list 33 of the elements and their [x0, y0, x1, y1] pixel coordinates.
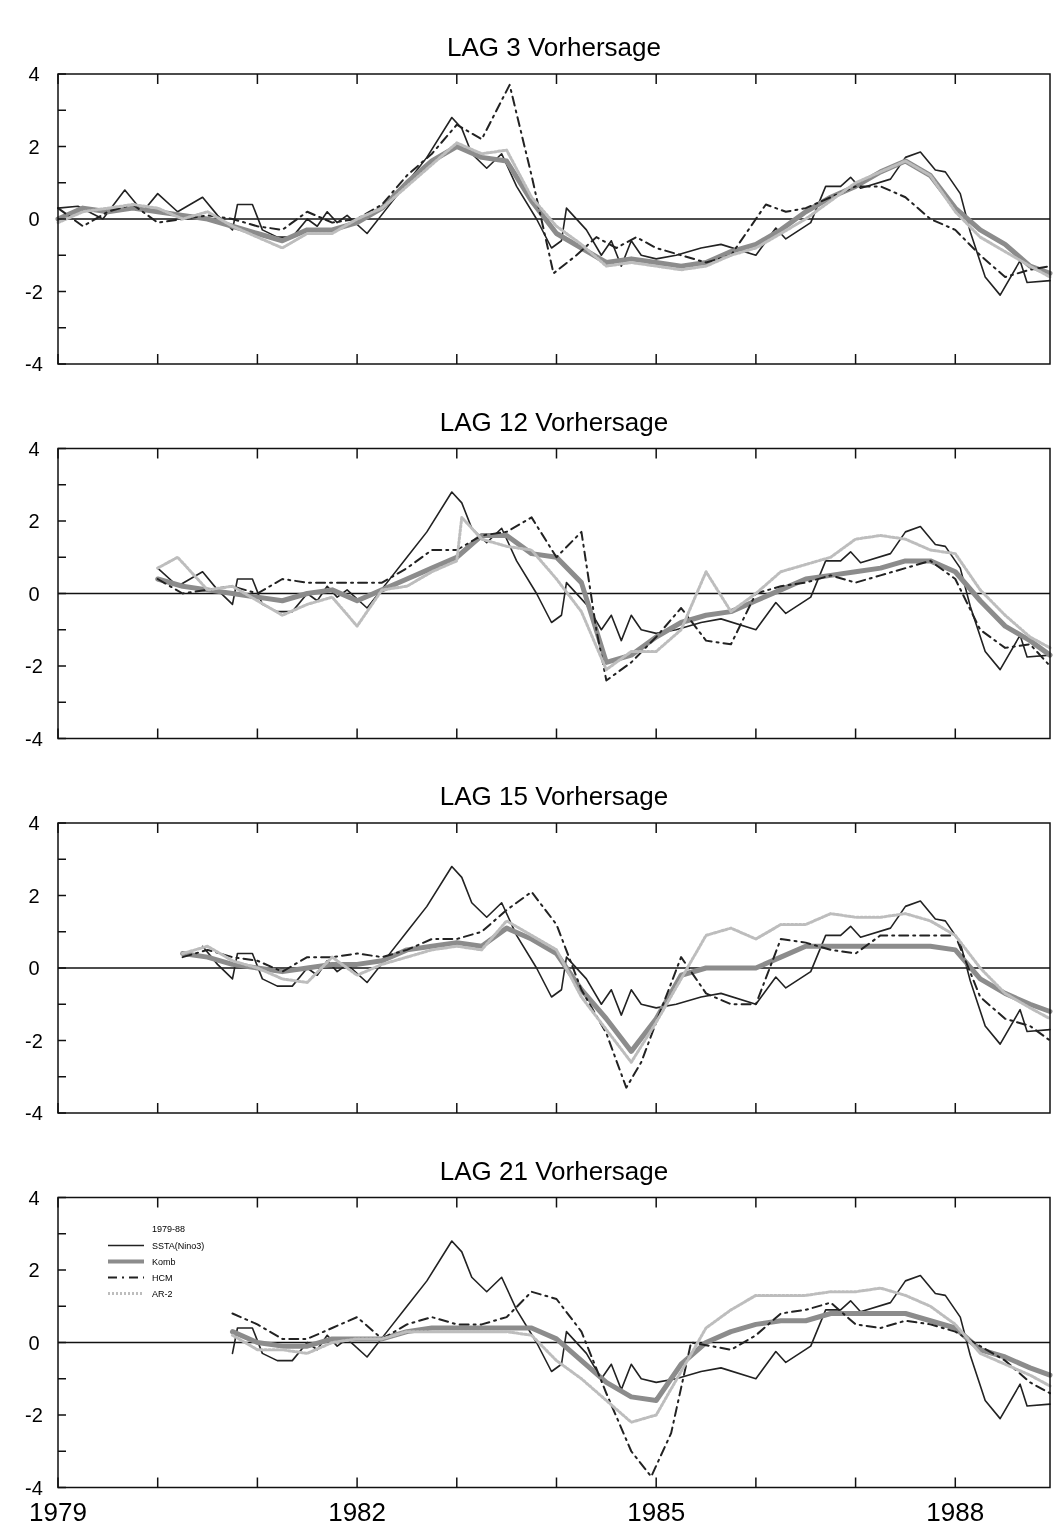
x-tick-label: 1985 [627, 1496, 686, 1527]
legend-label: Komb [152, 1256, 176, 1267]
y-tick-label: -2 [25, 655, 43, 677]
y-tick-label: 2 [28, 135, 40, 158]
y-tick-label: 0 [28, 957, 40, 979]
y-tick-label: 0 [28, 1331, 40, 1354]
y-tick-label: -2 [25, 1029, 43, 1052]
y-tick-label: -4 [25, 727, 43, 750]
y-tick-label: -4 [25, 1476, 43, 1499]
y-tick-label: -2 [25, 280, 43, 303]
y-tick-label: 4 [28, 63, 40, 85]
y-tick-label: -2 [25, 1404, 43, 1426]
y-tick-label: -4 [25, 1102, 43, 1124]
y-tick-label: 0 [28, 208, 40, 230]
chart-title: LAG 15 Vorhersage [439, 781, 669, 811]
y-tick-label: 4 [28, 812, 40, 834]
legend-label: AR-2 [152, 1288, 173, 1299]
legend-label: SSTA(Nino3) [152, 1240, 205, 1251]
y-tick-label: 2 [28, 510, 40, 532]
y-tick-label: 2 [28, 884, 40, 907]
legend-label: HCM [152, 1272, 173, 1283]
chart-title: LAG 3 Vorhersage [447, 32, 661, 62]
x-tick-label: 1979 [29, 1496, 87, 1527]
x-tick-label: 1982 [328, 1496, 387, 1527]
y-tick-label: 4 [28, 437, 40, 460]
y-tick-label: 4 [28, 1186, 40, 1209]
chart-title: LAG 21 Vorhersage [439, 1155, 669, 1186]
y-tick-label: 0 [28, 582, 40, 605]
legend-title: 1979-88 [152, 1223, 186, 1234]
chart-title: LAG 12 Vorhersage [439, 406, 669, 437]
x-tick-label: 1988 [926, 1496, 985, 1527]
y-tick-label: 2 [28, 1259, 40, 1281]
y-tick-label: -4 [25, 353, 43, 375]
